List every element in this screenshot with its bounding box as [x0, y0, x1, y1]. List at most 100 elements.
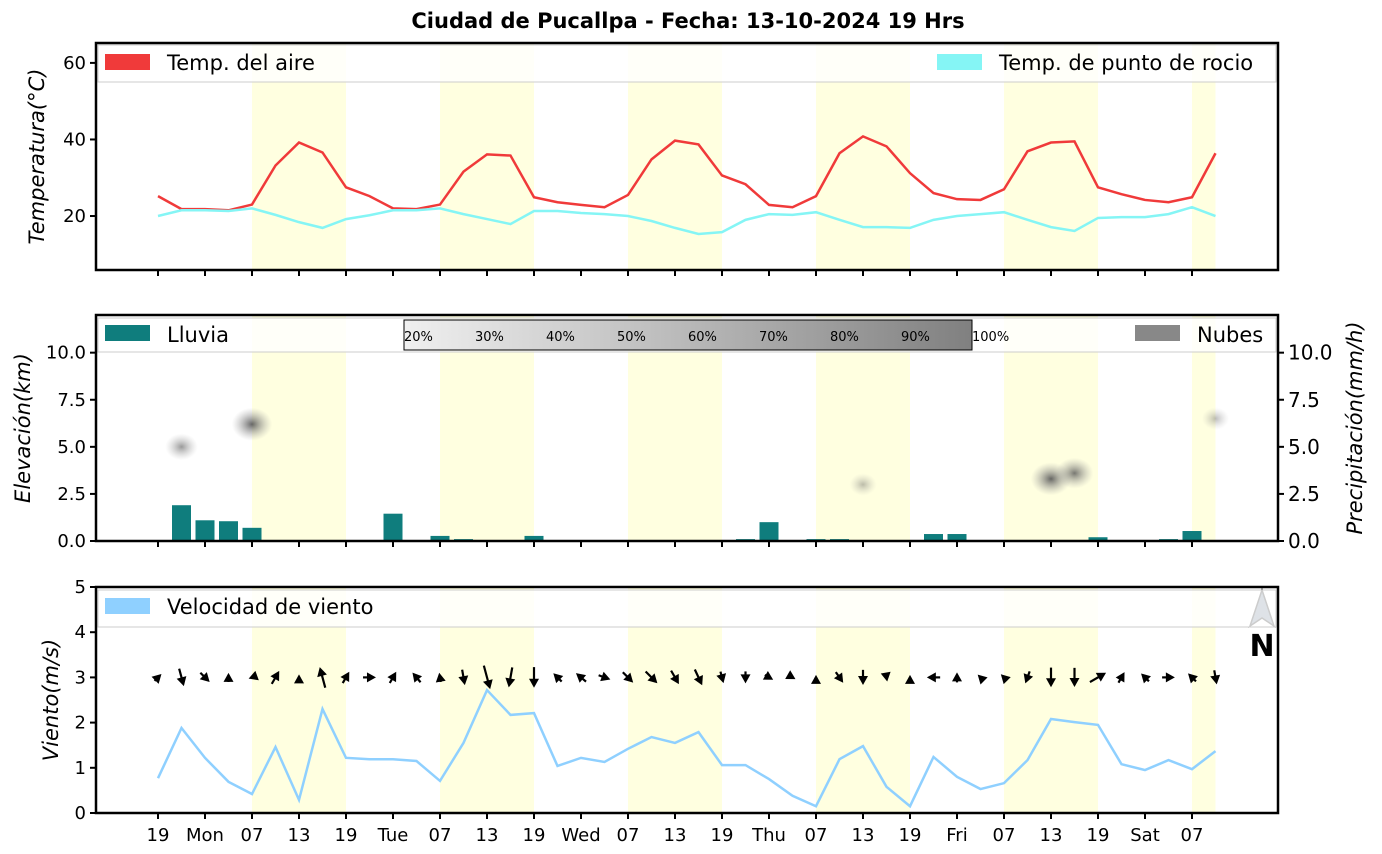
y-tick-label-right: 5.0	[1288, 435, 1320, 459]
x-tick-label: 19	[899, 825, 922, 846]
wind-arrow-head	[529, 678, 539, 688]
y-tick-label-right: 2.5	[1288, 482, 1320, 506]
wind-arrow-head	[785, 670, 796, 680]
plot-frame	[94, 313, 1280, 543]
plot-frame	[94, 585, 1280, 815]
wind-arrow-head	[952, 672, 962, 682]
wind-arrow	[811, 674, 821, 684]
wind-arrow	[905, 674, 915, 684]
y-tick-label: 10.0	[46, 343, 86, 364]
wind-arrow	[151, 673, 162, 684]
x-tick-label: 07	[241, 825, 264, 846]
legend-swatch-dew	[937, 54, 982, 70]
x-tick-label: Fri	[946, 825, 967, 846]
daylight-band	[1192, 315, 1216, 541]
wind-arrow	[1046, 667, 1056, 688]
y-axis-label-right: Precipitación(mm/h)	[1343, 321, 1367, 534]
cloud-colorbar	[403, 319, 973, 351]
wind-arrow	[880, 671, 891, 682]
x-tick-label: 19	[711, 825, 734, 846]
rain-bar	[947, 534, 967, 541]
x-tick-label: Tue	[377, 825, 409, 846]
plot-frame	[94, 41, 1280, 272]
wind-arrow-head	[740, 674, 751, 684]
legend-label-dew: Temp. de punto de rocio	[998, 51, 1253, 75]
wind-arrow-head	[623, 672, 634, 683]
wind-arrow-head	[340, 671, 350, 683]
wind-speed-line	[156, 687, 1217, 809]
wind-arrow	[248, 670, 259, 681]
x-tick-label: 19	[523, 825, 546, 846]
wind-arrow-head	[553, 673, 564, 684]
wind-arrow	[363, 672, 376, 683]
wind-arrow-head	[1023, 673, 1034, 684]
wind-arrow-head	[1210, 674, 1221, 685]
x-tick-label: 07	[805, 825, 828, 846]
wind-arrow	[199, 671, 210, 683]
colorbar-label: 50%	[617, 330, 646, 345]
wind-arrow-head	[600, 671, 611, 682]
wind-arrow-head	[1000, 674, 1011, 685]
wind-arrow-head	[1141, 673, 1151, 684]
wind-arrow	[644, 670, 658, 684]
legend-swatch-wind	[105, 598, 150, 614]
wind-arrow	[1023, 671, 1034, 684]
cloud-cell	[231, 407, 273, 441]
x-tick-label: 13	[664, 825, 687, 846]
colorbar-label: 70%	[759, 330, 788, 345]
rain-bar	[195, 520, 215, 541]
wind-arrow	[1069, 667, 1080, 687]
wind-arrow	[858, 669, 868, 685]
wind-arrow	[1089, 672, 1107, 684]
wind-arrow-head	[435, 672, 446, 683]
wind-arrow-head	[670, 673, 679, 685]
wind-arrow	[176, 668, 187, 687]
wind-arrow	[317, 667, 327, 688]
rain-bar	[1182, 531, 1202, 541]
wind-arrow	[1141, 673, 1151, 684]
x-tick-label: Thu	[751, 825, 786, 846]
y-tick-label-right: 7.5	[1288, 388, 1320, 412]
x-tick-label: 07	[617, 825, 640, 846]
y-tick-label: 0	[75, 803, 86, 824]
wind-arrow	[505, 667, 516, 688]
wind-arrow-head	[693, 675, 703, 686]
legend-box	[97, 44, 1277, 83]
rain-bar	[1088, 537, 1108, 541]
x-tick-label: 07	[993, 825, 1016, 846]
rain-bar	[524, 535, 544, 541]
wind-arrow-head	[412, 672, 423, 683]
wind-arrow-head	[366, 672, 376, 683]
y-tick-label: 40	[63, 129, 86, 150]
y-tick-label: 5.0	[57, 437, 86, 458]
wind-arrow-head	[905, 674, 915, 684]
wind-arrow-head	[575, 673, 587, 683]
rain-bar	[219, 521, 238, 541]
wind-arrow	[693, 669, 703, 686]
wind-arrow-head	[176, 676, 187, 687]
rain-bar	[172, 505, 191, 541]
wind-arrow	[1162, 672, 1175, 683]
colorbar-label: 60%	[688, 330, 717, 345]
wind-arrow	[482, 665, 493, 690]
north-label: N	[1249, 629, 1274, 664]
x-tick-label: Sat	[1130, 825, 1160, 846]
wind-arrow	[387, 671, 397, 684]
x-tick-label: 13	[476, 825, 499, 846]
wind-arrow-head	[811, 674, 821, 684]
wind-arrow	[340, 671, 350, 684]
wind-arrow	[670, 670, 679, 685]
y-tick-label: 5	[75, 577, 86, 598]
rain-bar	[430, 535, 450, 541]
wind-arrow	[1188, 673, 1198, 684]
colorbar-label: 80%	[830, 330, 859, 345]
wind-arrow	[458, 669, 469, 686]
chart-title: Ciudad de Pucallpa - Fecha: 13-10-2024 1…	[411, 9, 964, 33]
y-tick-label: 60	[63, 53, 86, 74]
wind-arrow-head	[387, 671, 397, 683]
y-tick-label-right: 10.0	[1288, 341, 1333, 365]
wind-arrow-head	[151, 673, 162, 684]
x-tick-label: 19	[147, 825, 170, 846]
wind-arrow	[270, 670, 280, 685]
wind-arrow-shaft	[482, 665, 490, 684]
